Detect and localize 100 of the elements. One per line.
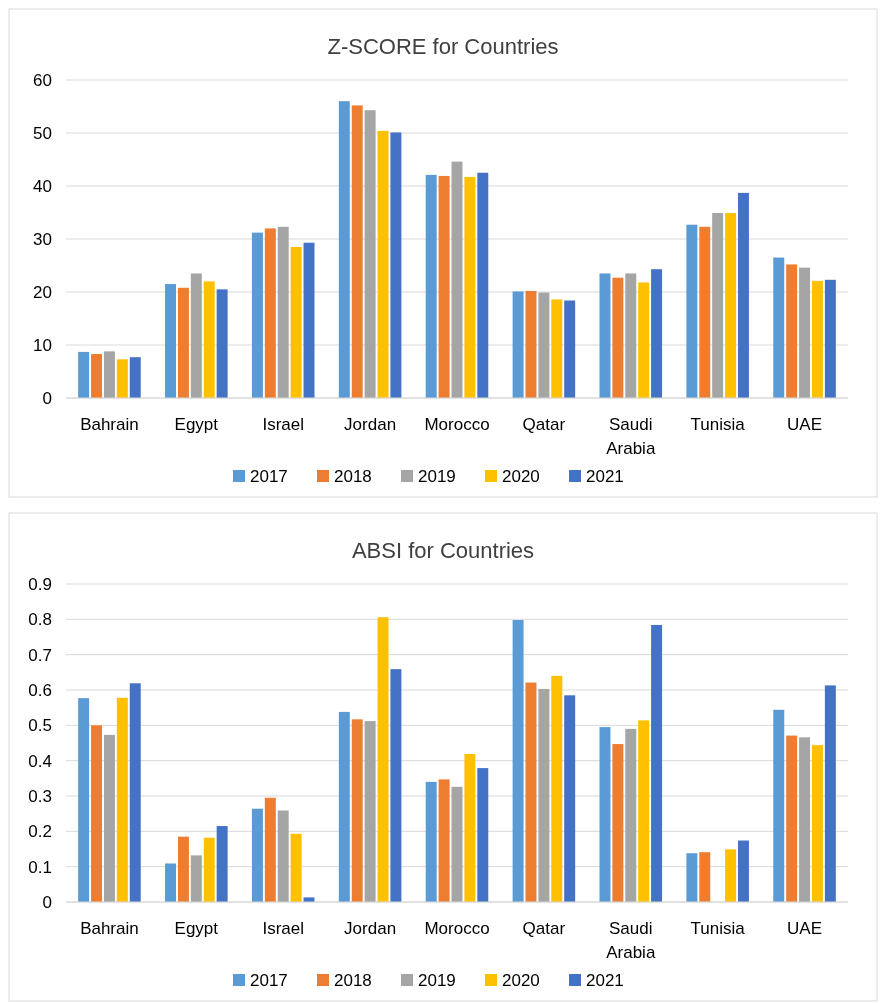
bar <box>351 105 363 398</box>
bar <box>165 863 177 902</box>
bar <box>564 300 576 398</box>
bar <box>364 110 376 398</box>
x-tick-label: Morocco <box>424 919 490 938</box>
bar <box>390 669 402 902</box>
bar <box>477 172 489 398</box>
bar <box>377 617 389 902</box>
bar <box>686 224 698 398</box>
y-tick-label: 0.5 <box>28 716 52 736</box>
bar <box>773 709 785 902</box>
bar <box>338 711 350 902</box>
bar <box>451 161 463 398</box>
bar <box>91 354 103 398</box>
bar <box>638 282 650 398</box>
bar <box>91 725 103 902</box>
y-tick-label: 0.1 <box>28 857 52 877</box>
bar <box>216 826 228 902</box>
bar <box>78 351 90 398</box>
bar <box>612 744 624 902</box>
x-tick-label: Tunisia <box>690 919 746 938</box>
bar <box>525 682 537 902</box>
y-tick-label: 0.2 <box>28 822 52 842</box>
bar <box>290 246 302 398</box>
bar <box>338 101 350 398</box>
bar <box>612 277 624 398</box>
bar <box>203 281 215 398</box>
x-tick-label: Qatar <box>522 919 566 938</box>
bar <box>477 768 489 902</box>
y-tick-label: 0.7 <box>28 645 52 665</box>
x-tick-label: Saudi Arabia <box>606 415 656 458</box>
y-tick-label: 0.3 <box>28 786 52 806</box>
x-tick-label: Israel <box>262 919 305 938</box>
legend-label: 2017 <box>250 970 288 990</box>
bar <box>599 273 611 398</box>
x-tick-label: Bahrain <box>80 919 139 938</box>
bar <box>116 697 128 902</box>
bar <box>438 779 450 902</box>
y-tick-label: 60 <box>33 70 52 90</box>
x-tick-label: Jordan <box>344 415 397 434</box>
legend-label: 2021 <box>586 970 624 990</box>
bar <box>464 753 476 902</box>
y-tick-label: 0 <box>42 892 52 912</box>
bar <box>737 840 749 902</box>
bar <box>811 745 823 902</box>
x-tick-label: Israel <box>262 415 305 434</box>
bar <box>451 786 463 902</box>
bar <box>216 289 228 398</box>
x-tick-label: Tunisia <box>690 415 746 434</box>
bar <box>425 174 437 398</box>
y-tick-label: 30 <box>33 229 52 249</box>
bar <box>786 735 798 902</box>
bar <box>638 720 650 902</box>
legend-label: 2019 <box>418 466 456 486</box>
bar <box>824 685 836 902</box>
bar <box>165 284 177 398</box>
bar <box>824 279 836 398</box>
bar <box>538 292 550 398</box>
x-tick-label: Qatar <box>522 415 566 434</box>
bar <box>773 257 785 398</box>
bar <box>551 299 563 398</box>
chart-title: Z-SCORE for Countries <box>327 34 559 59</box>
bar <box>438 175 450 398</box>
bar <box>799 267 811 398</box>
bar <box>699 852 711 902</box>
bar <box>251 808 263 902</box>
bar <box>103 351 115 398</box>
y-tick-label: 0.9 <box>28 574 52 594</box>
bar <box>264 797 276 902</box>
bar <box>390 132 402 398</box>
bar <box>699 226 711 398</box>
bar <box>203 837 215 902</box>
legend-label: 2019 <box>418 970 456 990</box>
bar <box>364 721 376 902</box>
bar <box>251 232 263 398</box>
bar <box>551 675 563 902</box>
bar <box>303 242 315 398</box>
bar <box>799 737 811 902</box>
bar <box>538 688 550 902</box>
y-tick-label: 50 <box>33 123 52 143</box>
bar <box>686 853 698 902</box>
x-tick-label: Egypt <box>174 415 219 434</box>
bar <box>712 213 724 398</box>
x-tick-label: Morocco <box>424 415 490 434</box>
bar <box>177 836 189 902</box>
x-tick-label: UAE <box>787 919 823 938</box>
bar <box>512 620 524 902</box>
bar <box>786 264 798 398</box>
bar <box>264 228 276 398</box>
bar <box>290 833 302 902</box>
bar <box>425 781 437 902</box>
y-tick-label: 0 <box>42 388 52 408</box>
y-tick-label: 20 <box>33 282 52 302</box>
chart-title: ABSI for Countries <box>351 538 535 563</box>
bar <box>464 176 476 398</box>
bar <box>737 192 749 398</box>
bar <box>564 695 576 902</box>
bar <box>725 849 737 902</box>
bar <box>78 698 90 902</box>
y-tick-label: 40 <box>33 176 52 196</box>
